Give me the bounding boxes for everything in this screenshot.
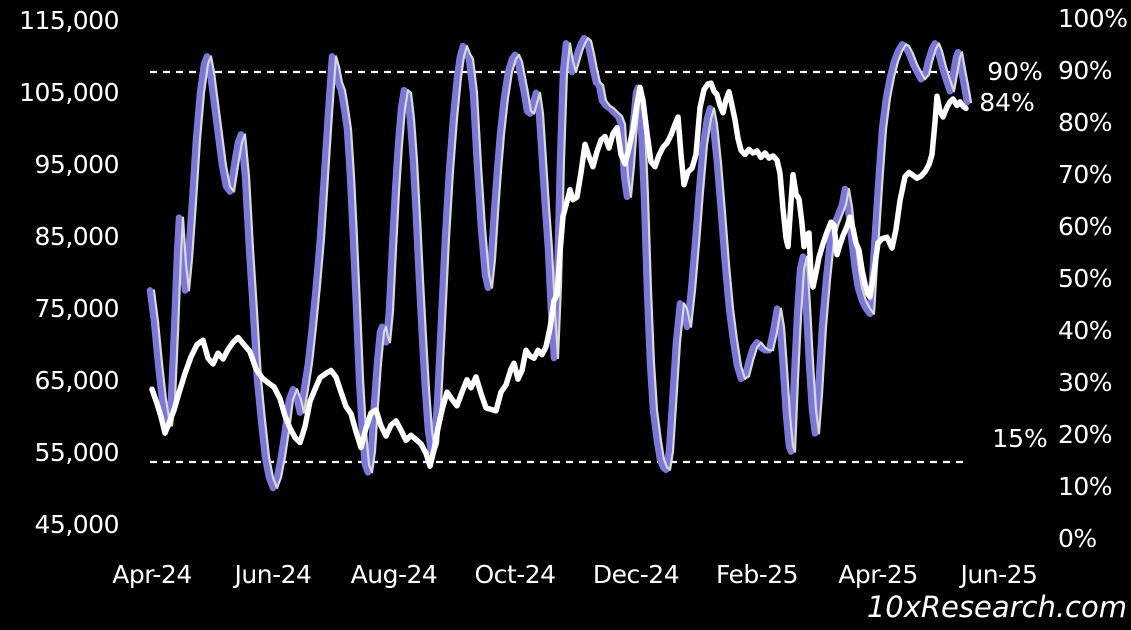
left-axis-tick-label: 115,000 [19,6,119,35]
right-axis-tick-label: 10% [1058,472,1113,501]
x-axis-tick-label: Jun-24 [234,560,312,589]
right-axis-tick-label: 100% [1058,4,1128,33]
x-axis-tick-label: Dec-24 [592,560,680,589]
momentum-indicator-line [146,34,971,492]
btc-price-line [149,80,969,469]
value-annotation: 15% [992,424,1048,453]
watermark: 10xResearch.com [866,590,1127,624]
left-axis-tick-label: 65,000 [34,366,120,395]
right-axis-tick-label: 90% [1058,56,1113,85]
x-axis-tick-label: Feb-25 [715,560,799,589]
right-axis-tick-label: 30% [1058,368,1113,397]
signal-line [152,37,973,490]
x-axis-tick-label: Apr-24 [112,560,192,589]
right-axis-tick-label: 50% [1058,264,1113,293]
right-axis-tick-label: 80% [1058,108,1113,137]
right-axis-tick-label: 20% [1058,420,1113,449]
x-axis-tick-label: Jun-25 [960,560,1038,589]
value-annotation: 84% [979,88,1035,117]
right-axis-tick-label: 60% [1058,212,1113,241]
x-axis-tick-label: Oct-24 [474,560,556,589]
left-axis-tick-label: 105,000 [19,78,119,107]
left-axis-tick-label: 75,000 [34,294,120,323]
x-axis-tick-label: Aug-24 [350,560,438,589]
value-annotation: 90% [987,57,1043,86]
left-axis-tick-label: 45,000 [34,510,120,539]
left-axis-tick-label: 95,000 [34,150,120,179]
right-axis-tick-label: 70% [1058,160,1113,189]
left-axis-tick-label: 85,000 [34,222,120,251]
left-axis-tick-label: 55,000 [34,438,120,467]
right-axis-tick-label: 40% [1058,316,1113,345]
x-axis-tick-label: Apr-25 [838,560,918,589]
right-axis-tick-label: 0% [1058,524,1097,553]
